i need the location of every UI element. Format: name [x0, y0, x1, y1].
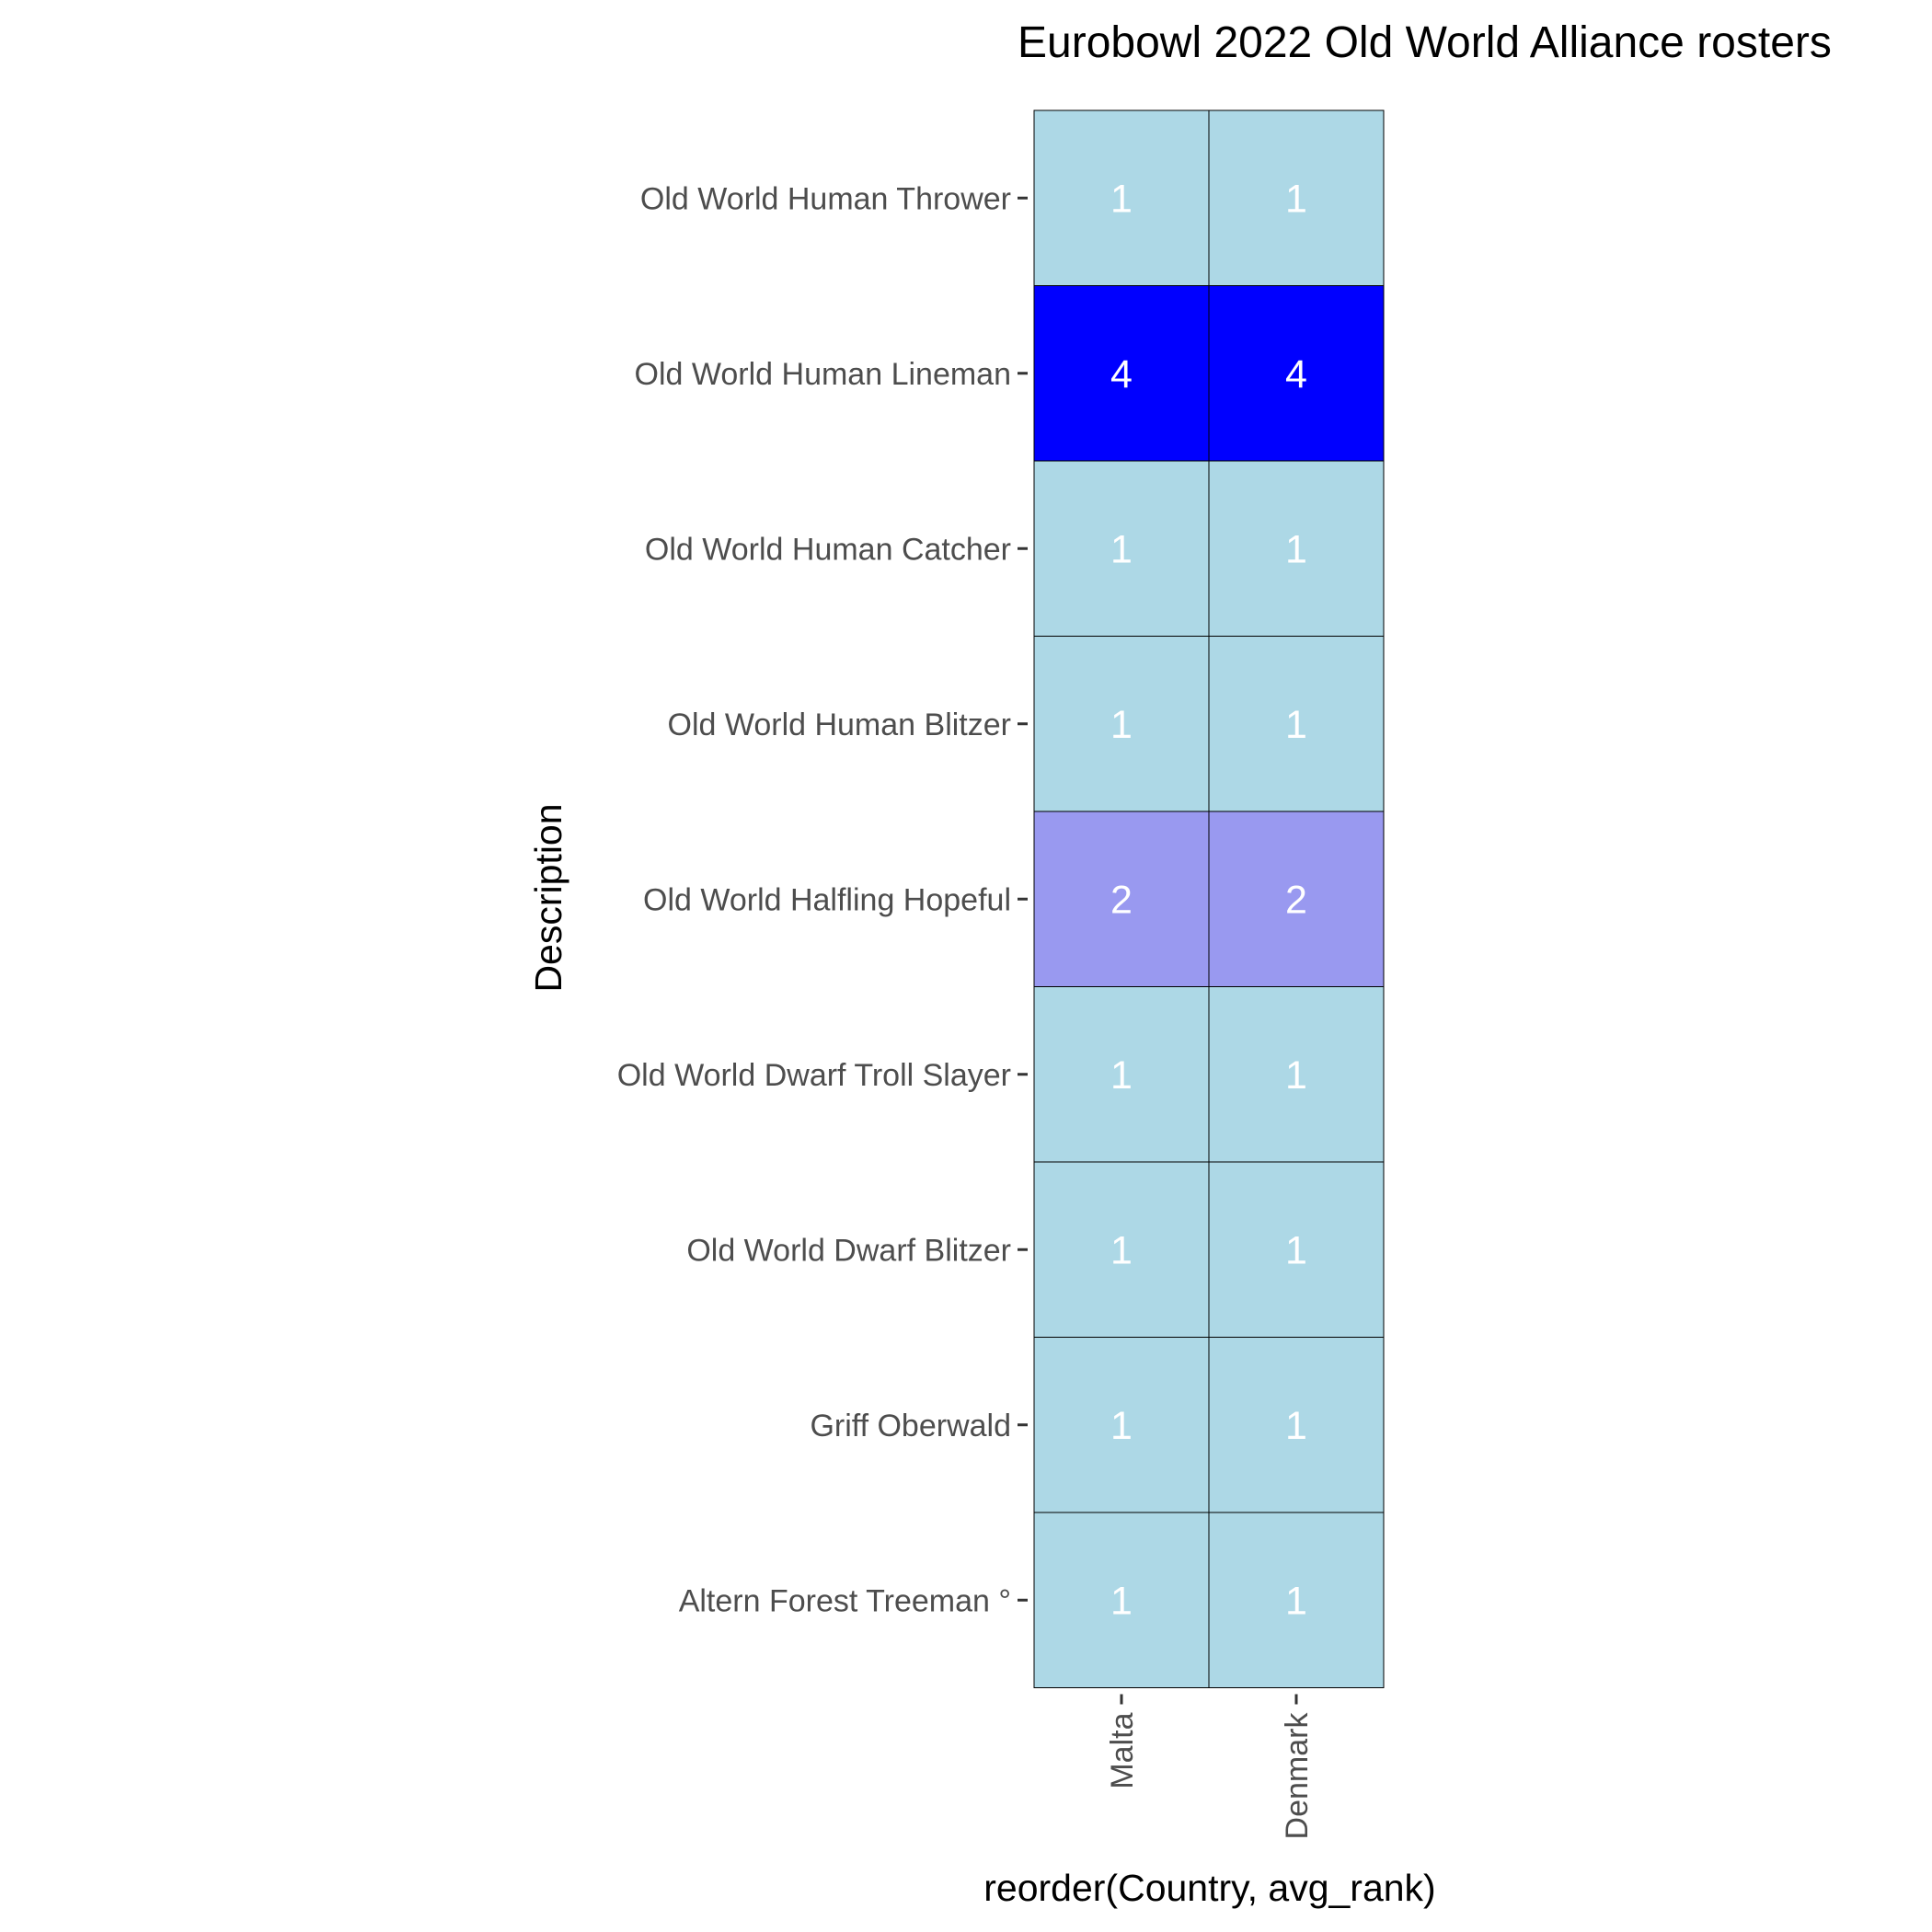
cell-value-label: 1: [1285, 1228, 1307, 1272]
x-axis-title: reorder(Country, avg_rank): [983, 1867, 1435, 1909]
heatmap-cell: [1033, 1512, 1210, 1688]
cell-value-label: 1: [1285, 527, 1307, 571]
heatmap-cell: [1208, 636, 1385, 812]
heatmap-cell: [1033, 636, 1210, 812]
cell-value-label: 1: [1110, 1053, 1133, 1098]
cell-value-label: 1: [1110, 703, 1133, 747]
cell-value-label: 1: [1285, 1053, 1307, 1098]
y-tick-label: Old World Human Blitzer: [668, 707, 1012, 742]
cell-value-label: 1: [1285, 177, 1307, 221]
heatmap-cell: [1208, 986, 1385, 1163]
y-tick-label: Altern Forest Treeman °: [679, 1583, 1011, 1618]
cell-value-label: 2: [1110, 878, 1133, 922]
heatmap-cell: [1033, 109, 1210, 286]
heatmap-cell: [1208, 1337, 1385, 1513]
x-tick-label: Denmark: [1280, 1712, 1315, 1840]
heatmap-cell: [1208, 109, 1385, 286]
heatmap-cell: [1208, 1161, 1385, 1338]
heatmap-cell: [1208, 811, 1385, 987]
x-axis: Malta Denmark: [1105, 1694, 1315, 1840]
cell-value-label: 2: [1285, 878, 1307, 922]
heatmap-cell: [1208, 285, 1385, 462]
cell-value-label: 1: [1285, 1579, 1307, 1623]
cell-value-label: 4: [1285, 352, 1307, 397]
heatmap-cell: [1033, 1161, 1210, 1338]
y-tick-label: Old World Human Catcher: [645, 532, 1011, 567]
heatmap-cell: [1208, 460, 1385, 637]
x-tick-label: Malta: [1105, 1712, 1140, 1788]
cell-value-label: 4: [1110, 352, 1133, 397]
cell-value-label: 1: [1110, 1228, 1133, 1272]
cell-value-label: 1: [1110, 177, 1133, 221]
y-tick-label: Old World Human Lineman: [635, 357, 1011, 392]
cell-value-label: 1: [1110, 1579, 1133, 1623]
y-tick-label: Old World Human Thrower: [640, 181, 1011, 216]
y-tick-label: Old World Halfling Hopeful: [643, 882, 1011, 917]
y-axis: Old World Human Thrower Old World Human L…: [617, 181, 1028, 1618]
cell-value-label: 1: [1285, 1404, 1307, 1448]
heatmap-cell: [1033, 460, 1210, 637]
y-axis-title: Description: [527, 803, 569, 992]
cell-value-label: 1: [1110, 527, 1133, 571]
y-tick-label: Old World Dwarf Troll Slayer: [617, 1058, 1011, 1093]
heatmap-cells: 1 1 4 4 1 1 1 1 2 2 1 1 1 1 1 1 1 1: [1033, 109, 1385, 1688]
y-tick-label: Old World Dwarf Blitzer: [686, 1233, 1011, 1268]
heatmap-cell: [1208, 1512, 1385, 1688]
cell-value-label: 1: [1285, 703, 1307, 747]
heatmap-cell: [1033, 1337, 1210, 1513]
y-tick-label: Griff Oberwald: [810, 1409, 1011, 1443]
heatmap-cell: [1033, 285, 1210, 462]
cell-value-label: 1: [1110, 1404, 1133, 1448]
chart-title: Eurobowl 2022 Old World Alliance rosters: [1018, 18, 1832, 67]
